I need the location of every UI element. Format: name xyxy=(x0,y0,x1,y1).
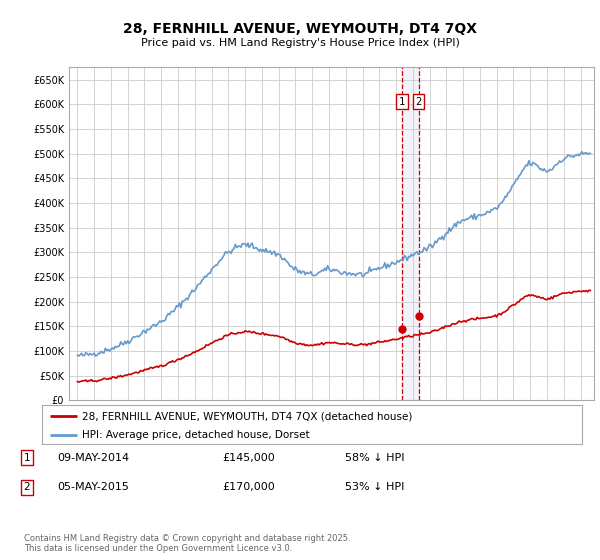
Text: 2: 2 xyxy=(23,482,31,492)
Text: 1: 1 xyxy=(23,452,31,463)
Text: 2: 2 xyxy=(416,97,422,107)
Text: 1: 1 xyxy=(399,97,405,107)
Text: HPI: Average price, detached house, Dorset: HPI: Average price, detached house, Dors… xyxy=(83,430,310,440)
Text: 05-MAY-2015: 05-MAY-2015 xyxy=(57,482,129,492)
Text: 28, FERNHILL AVENUE, WEYMOUTH, DT4 7QX (detached house): 28, FERNHILL AVENUE, WEYMOUTH, DT4 7QX (… xyxy=(83,411,413,421)
Text: Contains HM Land Registry data © Crown copyright and database right 2025.
This d: Contains HM Land Registry data © Crown c… xyxy=(24,534,350,553)
Text: 09-MAY-2014: 09-MAY-2014 xyxy=(57,452,129,463)
Text: 53% ↓ HPI: 53% ↓ HPI xyxy=(345,482,404,492)
Text: £145,000: £145,000 xyxy=(222,452,275,463)
Text: £170,000: £170,000 xyxy=(222,482,275,492)
Bar xyxy=(402,67,419,400)
Text: 58% ↓ HPI: 58% ↓ HPI xyxy=(345,452,404,463)
Text: 28, FERNHILL AVENUE, WEYMOUTH, DT4 7QX: 28, FERNHILL AVENUE, WEYMOUTH, DT4 7QX xyxy=(123,22,477,36)
Text: Price paid vs. HM Land Registry's House Price Index (HPI): Price paid vs. HM Land Registry's House … xyxy=(140,38,460,48)
